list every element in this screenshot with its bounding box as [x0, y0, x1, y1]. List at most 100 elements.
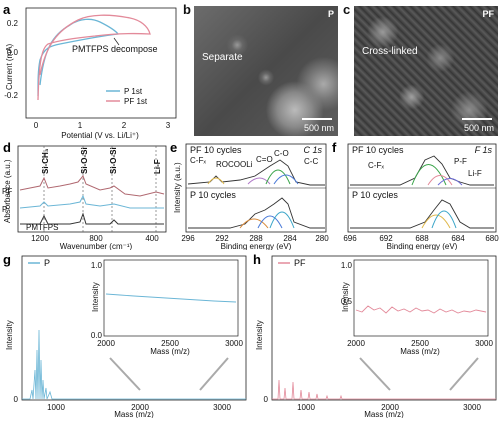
x-tick-label: 800 — [89, 234, 103, 243]
panel-a-plot: a Current (mA) 0.2 0.0 -0.2 0 1 2 3 Pote… — [3, 2, 177, 140]
cv-curve-p — [37, 18, 120, 97]
x-tick-label: 1200 — [31, 234, 49, 243]
x-tick-label: 2000 — [131, 403, 149, 412]
zoom-arrow — [109, 357, 141, 391]
x-tick-label: 3000 — [463, 403, 481, 412]
panel-h: h Intensity 0 PF Intensity 1.0 0.5 2000 … — [250, 250, 500, 419]
peak-label: ROCOOLi — [216, 160, 253, 169]
trace-pf — [19, 175, 165, 197]
scale-bar-label: 500 nm — [463, 123, 494, 133]
x-tick-label: 3 — [166, 121, 171, 130]
peak-label: Li-F — [153, 159, 162, 174]
spectrum-top — [350, 155, 494, 186]
legend-entry: PF — [294, 258, 306, 268]
spectrum-label: P 10 cycles — [352, 190, 398, 200]
inset-x-label: Mass (m/z) — [400, 347, 440, 356]
legend-entry: P — [44, 258, 50, 268]
x-tick-label: 680 — [485, 234, 499, 243]
inset-y-label: Intensity — [341, 282, 350, 312]
peak-label: Si-O-Si — [109, 147, 118, 174]
panel-e-plot: e Intensity (a.u.) PF 10 cycles C 1s C-F… — [170, 140, 329, 251]
panel-g: g Intensity 0 P Intensity 1.0 0.0 2000 2… — [0, 250, 250, 419]
peak-label: Si-O-Si — [80, 147, 89, 174]
plot-frame — [271, 255, 497, 401]
trace-p — [19, 194, 164, 209]
panel-letter: d — [3, 140, 11, 155]
panel-letter: h — [253, 252, 261, 267]
spectrum-label: P 10 cycles — [190, 190, 236, 200]
panel-letter: b — [183, 2, 191, 17]
sem-corner-label: P — [327, 9, 334, 19]
cv-curve-pf — [37, 14, 151, 101]
trace-label: P — [2, 205, 7, 214]
plot-frame — [25, 7, 177, 119]
panel-c: c PF Cross-linked 500 nm — [340, 0, 500, 140]
y-tick-label: -0.2 — [4, 91, 18, 100]
sem-image-cross-linked: PF Cross-linked 500 nm — [354, 6, 498, 136]
sem-caption: Cross-linked — [362, 46, 418, 57]
x-axis-label: Potential (V vs. Li/Li⁺) — [61, 131, 139, 140]
panel-letter: a — [3, 2, 11, 17]
y-axis-label: Intensity — [5, 320, 14, 350]
panel-g-plot: g Intensity 0 P Intensity 1.0 0.0 2000 2… — [3, 252, 247, 419]
panel-letter: c — [343, 2, 351, 17]
panel-f-plot: f PF 10 cycles F 1s C-Fₓ P-F Li-F P 10 c… — [332, 140, 499, 251]
x-tick-label: 2 — [122, 121, 127, 130]
panel-h-plot: h Intensity 0 PF Intensity 1.0 0.5 2000 … — [253, 252, 497, 419]
x-tick-label: 0 — [34, 121, 39, 130]
plot-frame — [21, 255, 247, 401]
inset-y-tick: 0.0 — [91, 331, 103, 340]
peak-label: P-F — [454, 157, 467, 166]
scale-bar-label: 500 nm — [303, 123, 334, 133]
zoom-arrow — [359, 357, 391, 391]
inset-y-tick: 0.5 — [341, 297, 353, 306]
x-axis-label: Binding energy (eV) — [221, 242, 292, 250]
x-tick-label: 696 — [343, 234, 357, 243]
x-tick-label: 688 — [415, 234, 429, 243]
scale-bar — [462, 118, 492, 120]
x-tick-label: 292 — [215, 234, 229, 243]
peak-label: C=O — [256, 155, 273, 164]
spectrum-label: PF 10 cycles — [352, 145, 404, 155]
peak-label: C-C — [304, 157, 318, 166]
ms-spectrum — [22, 329, 246, 400]
trace-label: PF — [2, 187, 12, 196]
x-tick-label: 1000 — [297, 403, 315, 412]
y-tick-label: 0 — [264, 395, 269, 404]
y-tick-label: 0.0 — [7, 48, 19, 57]
inset-x-tick: 2000 — [97, 339, 115, 348]
spectrum-top — [187, 159, 325, 186]
inset-frame — [353, 259, 489, 337]
x-tick-label: 1000 — [47, 403, 65, 412]
spectrum-label: PF 10 cycles — [190, 145, 242, 155]
sem-corner-label: PF — [482, 9, 494, 19]
zoom-arrow — [199, 357, 229, 391]
peak-label: C-O — [274, 149, 289, 158]
x-tick-label: 684 — [451, 234, 465, 243]
annotation-text: PMTFPS decompose — [72, 44, 158, 54]
inset-y-tick: 1.0 — [341, 261, 353, 270]
inset-x-tick: 3000 — [475, 339, 493, 348]
panel-d-plot: d Absorbance (a.u.) Si-CH₃ Si-O-Si Si-O-… — [2, 140, 167, 251]
x-tick-label: 284 — [283, 234, 297, 243]
peak-label: Si-CH₃ — [41, 148, 50, 174]
y-tick-label: 0.2 — [7, 19, 19, 28]
sem-caption: Separate — [202, 52, 243, 63]
zoom-arrow — [449, 357, 479, 391]
spectrum-bottom — [350, 199, 494, 229]
y-axis-label: Absorbance (a.u.) — [3, 159, 12, 223]
peak-label: Li-F — [468, 169, 482, 178]
ms-spectrum — [272, 379, 496, 400]
y-tick-label: 0 — [14, 395, 19, 404]
inset-x-tick: 2500 — [411, 339, 429, 348]
sem-image-separate: P Separate 500 nm — [194, 6, 338, 136]
panel-b: b P Separate 500 nm — [180, 0, 340, 140]
x-axis-label: Wavenumber (cm⁻¹) — [60, 242, 133, 250]
y-axis-label: Intensity (a.u.) — [173, 162, 182, 213]
panel-d: d Absorbance (a.u.) Si-CH₃ Si-O-Si Si-O-… — [0, 138, 170, 251]
x-axis-label: Mass (m/z) — [114, 410, 154, 418]
spectrum-bottom — [188, 197, 325, 229]
trace-pmtfps — [20, 212, 164, 225]
x-tick-label: 1 — [78, 121, 83, 130]
scale-bar — [302, 118, 332, 120]
